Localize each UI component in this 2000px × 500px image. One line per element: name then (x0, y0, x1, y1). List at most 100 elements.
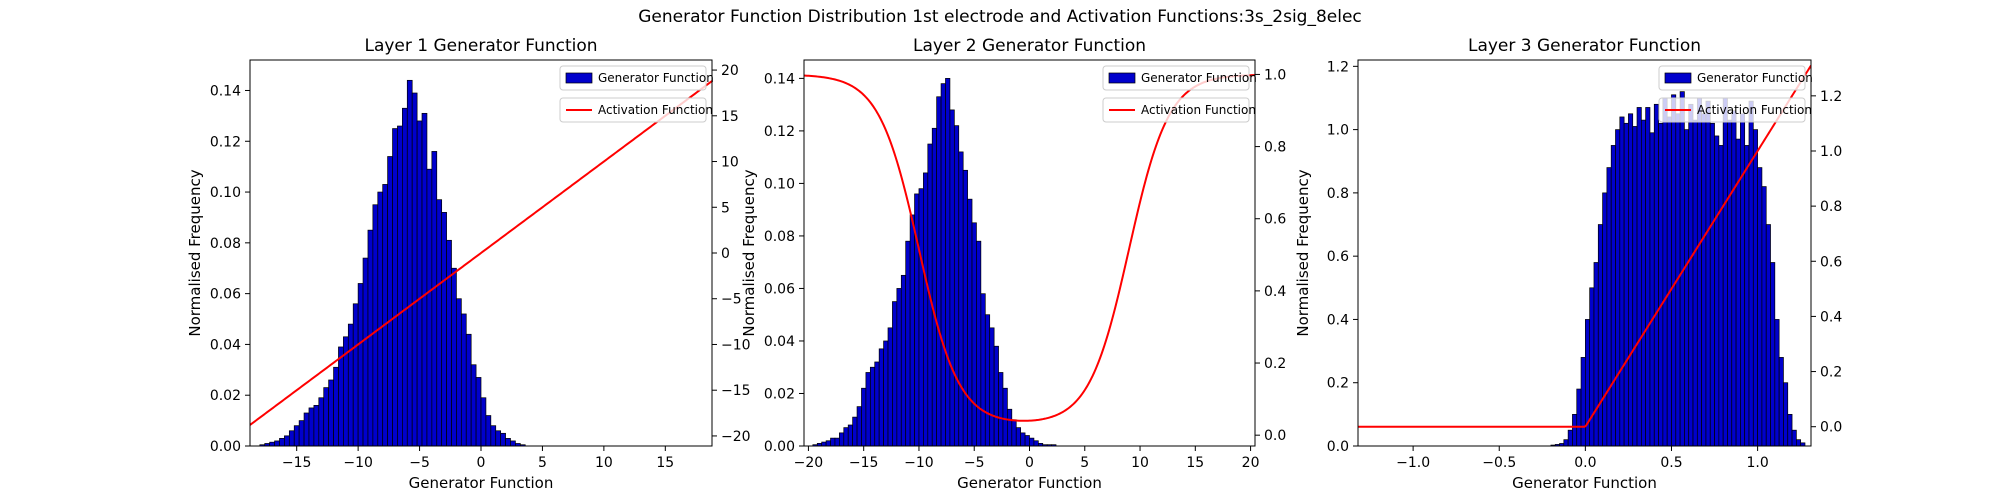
histogram-bar (293, 425, 300, 446)
y2-tick-label: 10 (721, 155, 739, 171)
histogram-bar (1580, 357, 1586, 446)
histogram-bar (971, 222, 977, 446)
histogram-bar (1770, 262, 1776, 446)
legend-hist-swatch (565, 72, 593, 84)
histogram-bar (1796, 439, 1802, 446)
histogram-bar (1731, 110, 1737, 446)
histogram-bar (1752, 129, 1758, 446)
histogram-bar (945, 78, 951, 446)
histogram-bar (362, 257, 369, 446)
panel-title: Layer 2 Generator Function (913, 36, 1146, 56)
histogram-bar (861, 387, 867, 446)
histogram-bar (1610, 145, 1616, 446)
y2-tick-label: 20 (721, 63, 739, 79)
histogram-bar (421, 112, 428, 446)
y-tick-label: 0.14 (764, 71, 795, 87)
activation-function-line (250, 80, 712, 426)
x-tick-label: −0.5 (1482, 455, 1516, 471)
legend-activation-label: Activation Function (598, 103, 713, 117)
histogram-bar (1632, 126, 1638, 446)
histogram-bar (333, 366, 339, 446)
histogram-bar (1033, 440, 1039, 446)
histogram-bar (1636, 107, 1642, 446)
histogram-bar (967, 198, 973, 446)
histogram-bar (1628, 113, 1634, 446)
histogram-bar (436, 199, 443, 446)
y-tick-label: 0.06 (210, 287, 241, 303)
legend-activation-label: Activation Function (1697, 103, 1812, 117)
histogram-bar (1015, 427, 1022, 446)
histogram-bar (918, 188, 924, 446)
x-axis-label: Generator Function (409, 474, 554, 492)
histogram-bar (288, 430, 295, 446)
histogram-bar (1666, 116, 1672, 446)
histogram-bar (1761, 186, 1767, 446)
x-tick-label: 0 (1025, 455, 1034, 471)
y-tick-label: 0.06 (764, 281, 795, 297)
histogram-bar (856, 406, 862, 446)
histogram-bar (397, 125, 403, 446)
histogram-bar (470, 364, 477, 446)
histogram-bar (1658, 122, 1664, 446)
y-tick-label: 1.2 (1327, 59, 1349, 75)
y-tick-label: 0.08 (764, 229, 795, 245)
x-axis-label: Generator Function (957, 474, 1102, 492)
x-tick-label: −10 (343, 455, 373, 471)
y-tick-label: 0.00 (210, 439, 241, 455)
y-axis-label: Normalised Frequency (740, 169, 758, 336)
y2-tick-label: 15 (721, 109, 739, 125)
histogram-bar (1653, 103, 1659, 446)
histogram-bar (357, 283, 364, 446)
histogram-bar (495, 430, 502, 446)
panel-layer-2: −20 −15 −10 −5 0 5 10 15 20 0.00 0.02 0.04 0.06 0.08 0… (740, 36, 1286, 492)
histogram-bar (1684, 129, 1690, 446)
legend-box-activation (1658, 97, 1806, 123)
x-tick-label: 5 (1080, 455, 1089, 471)
x-tick-label: 1.0 (1746, 455, 1768, 471)
histogram-bar (900, 274, 907, 446)
histogram-bar (958, 151, 964, 446)
histogram-bar (1692, 119, 1698, 446)
legend-box-hist (1658, 65, 1806, 91)
y-tick-label: 0.2 (1327, 376, 1349, 392)
histogram-bar (446, 239, 452, 446)
x-tick-label: 0 (477, 455, 486, 471)
histogram-bar (1619, 116, 1625, 446)
histogram-bar (338, 346, 344, 446)
histogram-bar (274, 440, 280, 446)
histogram-bar (1011, 419, 1017, 446)
histogram-bar (892, 301, 898, 446)
histogram-bar (328, 379, 334, 446)
x-tick-label: −20 (794, 455, 824, 471)
y-tick-label: 1.0 (1327, 123, 1349, 139)
y-tick-label: 0.6 (1327, 249, 1349, 265)
histogram-bar (1623, 122, 1629, 446)
y-tick-label: 0.04 (210, 337, 241, 353)
histogram-bar (1748, 100, 1754, 446)
y2-tick-label: 0.2 (1820, 365, 1842, 381)
histogram-bar (392, 128, 398, 446)
histogram-bar (883, 340, 889, 446)
histogram-bar (1722, 97, 1728, 446)
histogram-bar (834, 437, 840, 446)
x-tick-label: −15 (849, 455, 879, 471)
y-tick-label: 0.14 (210, 83, 241, 99)
histogram-bar (1563, 439, 1569, 446)
histogram-bar (303, 412, 310, 446)
x-tick-label: −5 (964, 455, 985, 471)
histogram-bar (1671, 94, 1677, 446)
histogram-bar (308, 407, 315, 446)
histogram-bar (1002, 387, 1008, 446)
histogram-bar (953, 125, 960, 446)
histogram-bar (1606, 167, 1612, 446)
y2-tick-label: −10 (721, 337, 751, 353)
histogram-bar (1662, 97, 1668, 446)
y-tick-label: 0.02 (210, 388, 241, 404)
histogram-bar (980, 293, 986, 446)
histogram-bar (1705, 100, 1711, 446)
histogram-bar (887, 327, 893, 446)
histogram-bar (1783, 382, 1789, 446)
y2-tick-label: 0.0 (1264, 428, 1286, 444)
histogram-bar (323, 387, 329, 446)
histogram-bar (1572, 414, 1578, 446)
